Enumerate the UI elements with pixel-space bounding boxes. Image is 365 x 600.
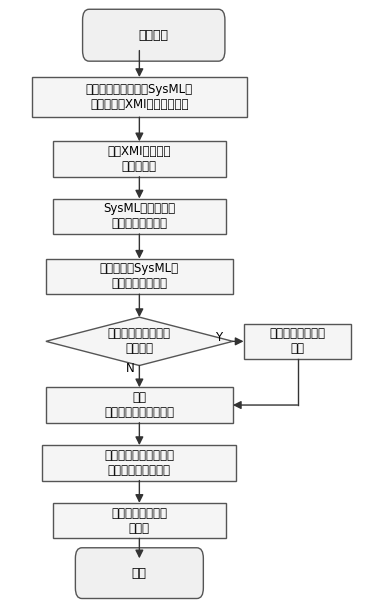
Bar [53,199,226,234]
Text: Y: Y [215,331,222,344]
Text: SysML模块图元素
缺失、一致性检测: SysML模块图元素 缺失、一致性检测 [103,202,176,230]
Text: 将所生成的测试序列存
在集成测试序列集中: 将所生成的测试序列存 在集成测试序列集中 [104,449,174,477]
Text: 判断模块间是否存在
数据交换: 判断模块间是否存在 数据交换 [108,328,171,355]
Text: 输出分析报告和日
志文件: 输出分析报告和日 志文件 [111,506,168,535]
FancyBboxPatch shape [82,9,225,61]
Text: 采用
相关模块分支覆盖准则: 采用 相关模块分支覆盖准则 [104,391,174,419]
FancyBboxPatch shape [76,548,203,599]
Text: 通过算法将SysML模
块图转换为有向图: 通过算法将SysML模 块图转换为有向图 [100,262,179,290]
Bar [53,503,226,538]
Text: 启动程序: 启动程序 [139,29,169,42]
Bar [46,259,233,294]
Text: 分析系统需求，绘制SysML模
块图，并以XMI文件格式导出: 分析系统需求，绘制SysML模 块图，并以XMI文件格式导出 [86,83,193,111]
Polygon shape [46,317,233,365]
Bar [31,77,247,117]
Text: N: N [126,362,135,375]
Text: 结束: 结束 [132,566,147,580]
Bar [46,388,233,423]
Bar [42,445,237,481]
Bar [243,323,351,359]
Text: 采用关键模块覆盖
准则: 采用关键模块覆盖 准则 [269,328,326,355]
Text: 解析XMI文件，提
取基本元素: 解析XMI文件，提 取基本元素 [108,145,171,173]
Bar [53,142,226,177]
